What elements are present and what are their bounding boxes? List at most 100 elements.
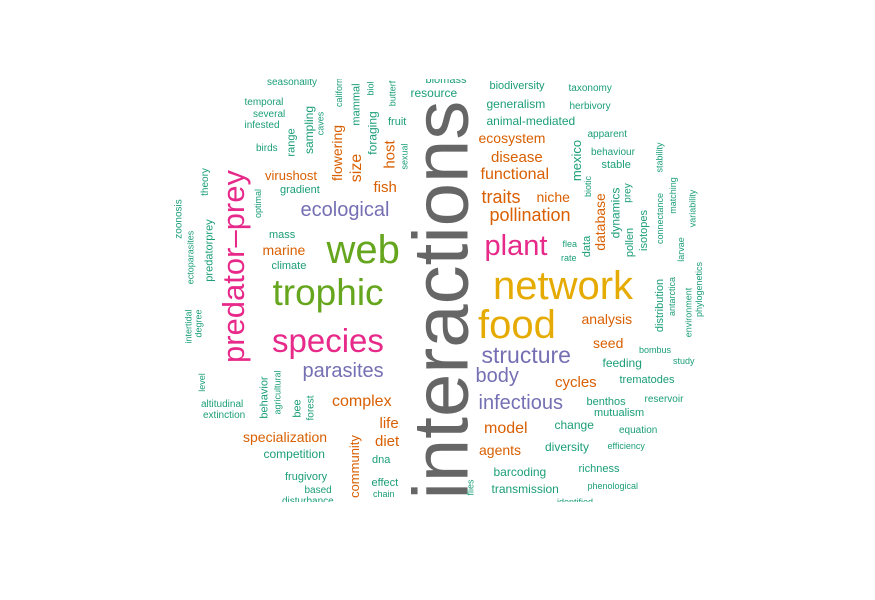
- cloud-word: study: [673, 355, 695, 366]
- cloud-word: diversity: [545, 440, 590, 454]
- cloud-word: parasites: [302, 360, 384, 382]
- cloud-word: marine: [262, 242, 306, 258]
- cloud-word: behavior: [258, 375, 271, 419]
- cloud-word: web: [326, 228, 400, 272]
- cloud-word: butterf: [387, 80, 398, 106]
- cloud-word: fish: [373, 178, 397, 196]
- cloud-word: infectious: [478, 392, 564, 414]
- cloud-word: body: [475, 365, 519, 387]
- cloud-word: resource: [410, 86, 458, 100]
- cloud-word: foraging: [365, 111, 380, 155]
- cloud-word: trematodes: [619, 373, 675, 386]
- cloud-word: bombus: [639, 344, 672, 355]
- cloud-word: generalism: [486, 97, 546, 111]
- cloud-word: infested: [244, 120, 280, 131]
- cloud-word: level: [196, 372, 207, 392]
- cloud-word: phylogenetics: [693, 261, 704, 317]
- cloud-word: identified: [557, 496, 594, 507]
- cloud-word: specialization: [243, 429, 328, 445]
- cloud-word: predatorprey: [203, 218, 216, 282]
- cloud-word: pollination: [489, 205, 571, 225]
- cloud-word: food: [478, 303, 556, 347]
- cloud-word: range: [285, 127, 298, 157]
- cloud-word: traits: [481, 187, 521, 207]
- cloud-word: agricultural: [272, 369, 283, 415]
- cloud-word: structure: [481, 341, 571, 368]
- cloud-word: pollen: [623, 227, 636, 257]
- cloud-word: trophic: [272, 271, 384, 313]
- cloud-word: disturbance: [282, 496, 334, 507]
- cloud-word: diet: [375, 432, 400, 450]
- cloud-word: apparent: [587, 129, 627, 140]
- cloud-word: behaviour: [591, 147, 635, 158]
- cloud-word: zoonosis: [173, 199, 185, 239]
- cloud-word: network: [493, 264, 634, 308]
- cloud-word: climate: [271, 259, 307, 272]
- cloud-word: database: [591, 193, 608, 251]
- cloud-word: agents: [479, 442, 522, 458]
- cloud-word: prey: [622, 183, 634, 203]
- cloud-word: data: [580, 235, 593, 257]
- cloud-word: species: [272, 321, 384, 359]
- cloud-word: environment: [683, 287, 694, 337]
- cloud-word: feeding: [602, 356, 642, 370]
- cloud-word: forest: [305, 395, 317, 421]
- cloud-word: benthos: [586, 395, 626, 408]
- cloud-word: larvae: [675, 236, 686, 262]
- cloud-word: theory: [199, 168, 211, 196]
- cloud-word: chain: [373, 488, 395, 499]
- cloud-word: life: [379, 414, 399, 432]
- cloud-word: sexual: [399, 142, 410, 170]
- cloud-word: variability: [687, 189, 698, 227]
- cloud-word: several: [253, 109, 286, 120]
- cloud-word: altitudinal: [201, 399, 244, 410]
- cloud-word: sampling: [302, 105, 317, 155]
- cloud-word: distribution: [653, 278, 666, 332]
- cloud-word: connectance: [654, 192, 665, 244]
- cloud-word: transmission: [491, 482, 559, 496]
- cloud-word: richness: [578, 462, 620, 475]
- cloud-word: interactions: [395, 100, 484, 500]
- cloud-word: phenological: [587, 480, 639, 491]
- cloud-word: californ: [333, 77, 344, 107]
- cloud-word: matching: [667, 176, 678, 214]
- cloud-word: size: [348, 153, 366, 183]
- cloud-word: dynamics: [607, 187, 622, 239]
- cloud-word: complex: [332, 393, 392, 410]
- cloud-word: seed: [593, 335, 624, 351]
- cloud-word: community: [346, 434, 362, 498]
- cloud-word: flowering: [329, 124, 346, 182]
- cloud-word: change: [554, 418, 594, 432]
- cloud-word: frugivory: [285, 470, 328, 483]
- cloud-word: biomass: [425, 73, 467, 86]
- cloud-word: rate: [561, 252, 577, 263]
- cloud-word: stable: [601, 158, 631, 171]
- cloud-word: analysis: [581, 311, 633, 327]
- cloud-word: based: [304, 485, 332, 496]
- cloud-word: biotic: [582, 175, 593, 197]
- cloud-word: model: [484, 420, 528, 437]
- cloud-word: host: [381, 139, 399, 169]
- cloud-word: ecosystem: [478, 130, 546, 146]
- cloud-word: ecological: [300, 199, 390, 221]
- cloud-word: efficiency: [607, 440, 645, 451]
- cloud-word: temporal: [244, 97, 284, 108]
- cloud-word: biodiversity: [489, 79, 545, 92]
- cloud-word: niche: [536, 189, 570, 205]
- cloud-word: competition: [263, 447, 325, 461]
- cloud-word: extinction: [203, 410, 246, 421]
- cloud-word: disease: [491, 148, 543, 166]
- cloud-word: herbivory: [569, 101, 611, 112]
- cloud-word: flea: [562, 238, 578, 249]
- cloud-word: plant: [484, 229, 548, 262]
- cloud-word: caves: [315, 111, 326, 135]
- cloud-word: reservoir: [644, 394, 684, 405]
- cloud-word: stability: [654, 141, 665, 173]
- cloud-word: isotopes: [637, 209, 650, 251]
- cloud-word: seasonality: [267, 77, 318, 88]
- cloud-word: equation: [619, 425, 658, 436]
- cloud-word: intertidal: [183, 308, 194, 344]
- cloud-word: barcoding: [493, 465, 547, 479]
